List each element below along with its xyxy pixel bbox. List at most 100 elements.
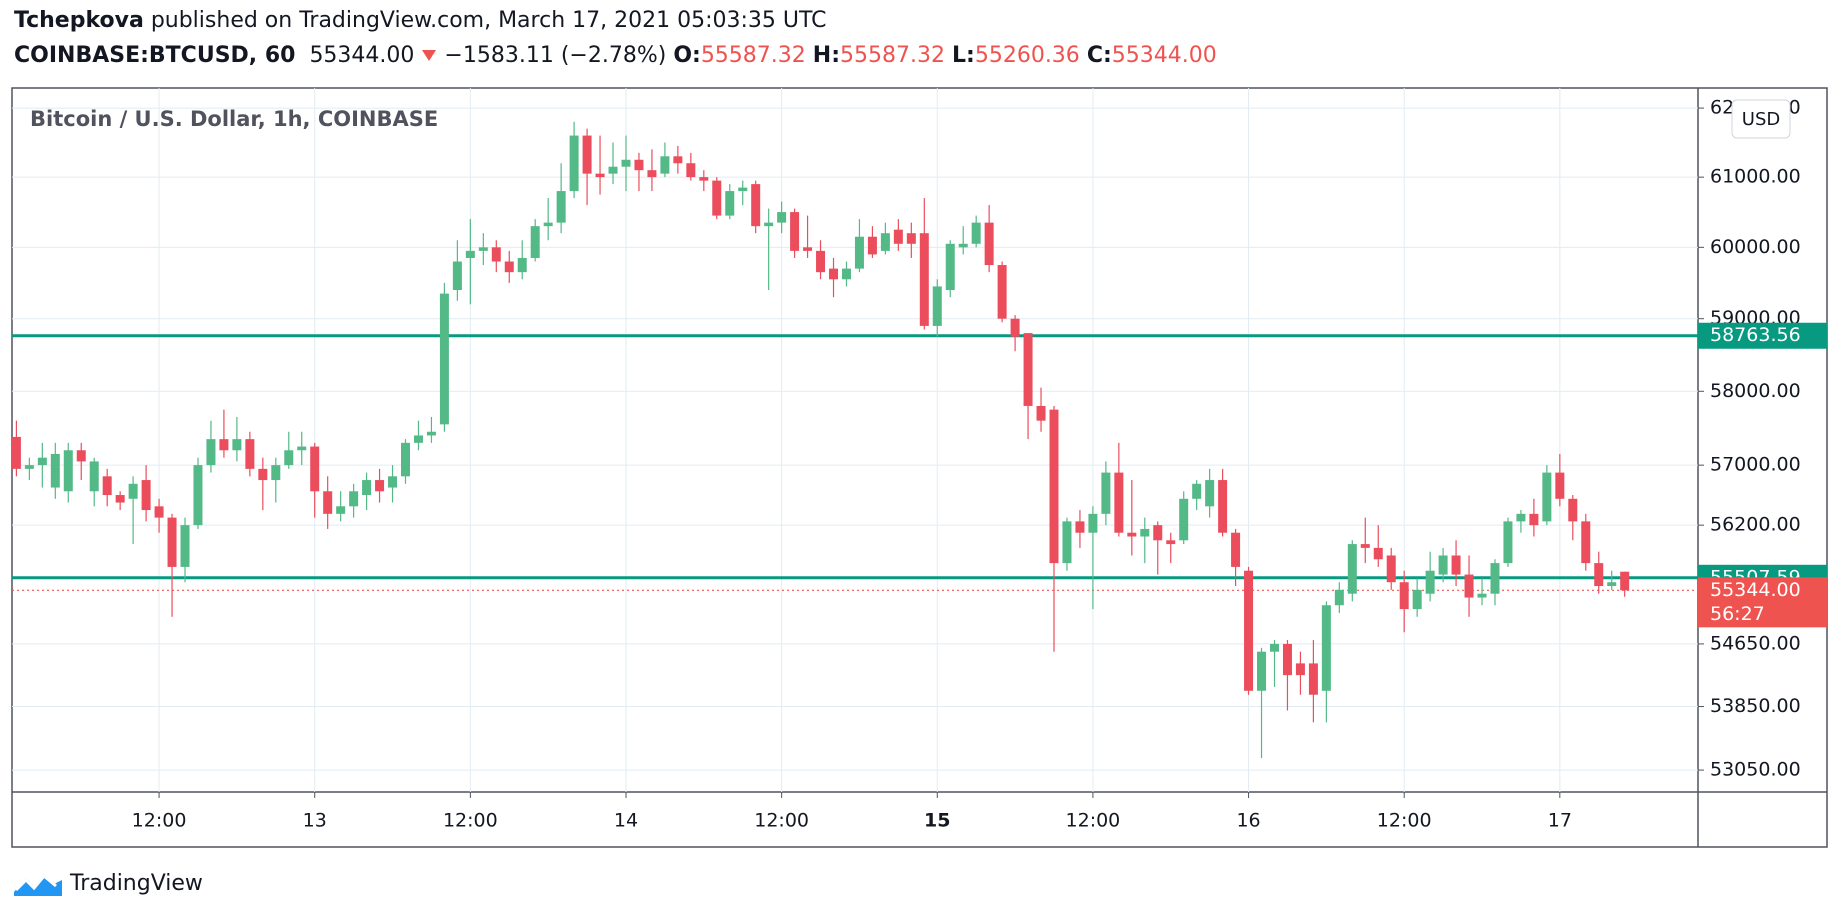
candle-body xyxy=(906,233,916,244)
header-line-2: COINBASE:BTCUSD, 60 55344.00 −1583.11 (−… xyxy=(14,43,1217,68)
price-label-box xyxy=(1698,577,1827,628)
candle-body xyxy=(958,243,968,248)
candle-body xyxy=(1412,589,1422,610)
candle-body xyxy=(686,163,696,178)
footer-logo: TradingView xyxy=(12,868,203,898)
candle-body xyxy=(673,156,683,164)
x-tick-label: 12:00 xyxy=(132,810,187,832)
candle-body xyxy=(854,236,864,269)
candle-body xyxy=(867,236,877,255)
ohlc: O:55587.32 H:55587.32 L:55260.36 C:55344… xyxy=(673,43,1216,68)
candle-body xyxy=(1049,409,1059,564)
candle-body xyxy=(790,212,800,251)
x-tick-label: 14 xyxy=(614,810,638,832)
candle-body xyxy=(1360,544,1370,548)
candle-body xyxy=(803,247,813,251)
ohlc-label: H: xyxy=(812,43,841,68)
candle-body xyxy=(1503,521,1513,564)
candle-body xyxy=(764,222,774,227)
candle-body xyxy=(932,286,942,326)
candle-body xyxy=(1581,521,1591,564)
x-tick-label: 16 xyxy=(1236,810,1260,832)
ohlc-value: 55587.32 xyxy=(840,43,945,68)
chart-title: Bitcoin / U.S. Dollar, 1h, COINBASE xyxy=(30,107,438,131)
candle-body xyxy=(712,180,722,216)
candle-body xyxy=(556,191,566,223)
candle-body xyxy=(1334,589,1344,606)
candle-body xyxy=(738,187,748,192)
candle-body xyxy=(504,261,514,273)
candle-body xyxy=(1594,563,1604,587)
candle-body xyxy=(1542,472,1552,522)
countdown: 56:27 xyxy=(1710,603,1765,625)
candle-body xyxy=(37,457,47,466)
candle-body xyxy=(63,450,73,492)
candle-body xyxy=(1179,498,1189,541)
candle-body xyxy=(1114,472,1124,533)
candle-body xyxy=(841,268,851,280)
y-tick-label: 57000.00 xyxy=(1710,454,1801,476)
candle-body xyxy=(1010,318,1020,337)
candle-body xyxy=(478,247,488,251)
candle-body xyxy=(1386,555,1396,583)
candle-body xyxy=(349,491,359,507)
candle-body xyxy=(1425,570,1435,594)
candle-body xyxy=(206,439,216,466)
candle-body xyxy=(1244,570,1254,691)
candle-body xyxy=(1308,663,1318,695)
candle-body xyxy=(362,480,372,496)
currency[interactable]: USD xyxy=(1742,109,1780,130)
last-price: 55344.00 xyxy=(309,43,415,68)
candle-body xyxy=(193,465,203,526)
candle-body xyxy=(1477,593,1487,598)
candle-body xyxy=(893,229,903,244)
candle-body xyxy=(465,250,475,258)
candle-body xyxy=(1529,513,1539,526)
candle-body xyxy=(1568,498,1578,522)
y-tick-label: 58000.00 xyxy=(1710,380,1801,402)
candle-body xyxy=(452,261,462,291)
candle-body xyxy=(543,222,553,227)
candle-body xyxy=(1438,555,1448,575)
candle-body xyxy=(1140,528,1150,537)
ohlc-value: 55587.32 xyxy=(700,43,806,68)
candle-body xyxy=(1555,472,1565,499)
x-tick-label: 17 xyxy=(1548,810,1572,832)
candle-body xyxy=(1101,472,1111,514)
y-tick-label: 61000.00 xyxy=(1710,166,1801,188)
candle-body xyxy=(829,268,839,280)
candle-body xyxy=(426,431,436,436)
candle-body xyxy=(11,436,21,469)
candle-body xyxy=(608,166,618,174)
logo-icon xyxy=(14,873,62,896)
candle-body xyxy=(1490,563,1500,594)
y-tick-label: 54650.00 xyxy=(1710,632,1801,654)
price-label-box xyxy=(1698,322,1827,349)
candle-body xyxy=(1399,582,1409,610)
candle-body xyxy=(530,226,540,258)
candle-body xyxy=(76,450,86,462)
currency-button[interactable] xyxy=(1731,99,1791,139)
candle-body xyxy=(439,293,449,425)
ohlc-value: 55260.36 xyxy=(974,43,1080,68)
frame xyxy=(11,87,1828,848)
candle-body xyxy=(1036,405,1046,421)
candle-body xyxy=(271,465,281,481)
candle-body xyxy=(1192,483,1202,499)
candle-body xyxy=(945,243,955,291)
candle-body xyxy=(1088,513,1098,533)
candle-body xyxy=(1282,643,1292,676)
x-tick-label: 12:00 xyxy=(1066,810,1121,832)
price-label: 55344.00 xyxy=(1710,579,1801,601)
candle-body xyxy=(660,156,670,174)
candle-body xyxy=(219,439,229,451)
candle-body xyxy=(751,184,761,227)
candle-body xyxy=(297,446,307,451)
candle-body xyxy=(413,435,423,443)
candle-body xyxy=(102,476,112,496)
candle-body xyxy=(1516,513,1526,522)
candle-body xyxy=(245,439,255,469)
candle-body xyxy=(258,468,268,481)
candle-body xyxy=(388,476,398,488)
